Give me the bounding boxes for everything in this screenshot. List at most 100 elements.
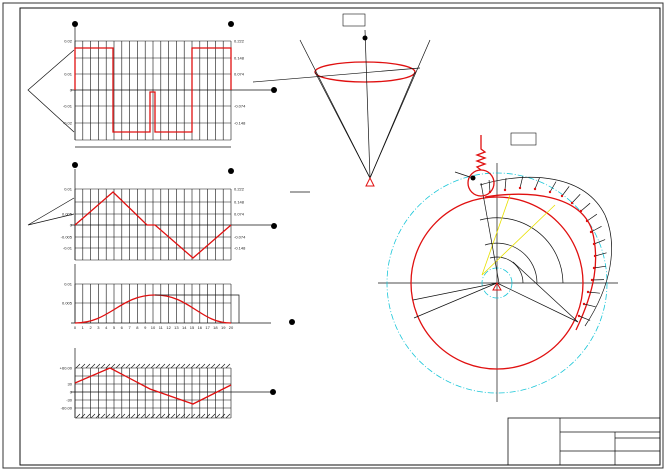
hatch	[190, 413, 196, 419]
hatch	[175, 413, 181, 419]
profile-point	[585, 219, 589, 223]
hatch	[185, 363, 191, 369]
x-tick-label: 13	[174, 325, 179, 330]
hatch	[205, 413, 211, 419]
hub-circle	[481, 267, 513, 299]
profile-point	[570, 201, 574, 205]
hatch	[135, 413, 141, 419]
hatch	[225, 413, 231, 419]
profile-point	[518, 186, 522, 190]
x-tick-label: 2	[89, 325, 92, 330]
tick-label: -60.00	[61, 406, 73, 411]
hatch	[100, 363, 106, 369]
arc	[484, 242, 538, 284]
grid	[71, 264, 271, 324]
x-tick-label: 14	[182, 325, 187, 330]
tick-label: 0.222	[234, 187, 245, 192]
x-tick-label: 3	[97, 325, 100, 330]
tick-label: 30	[68, 382, 73, 387]
hatch	[85, 363, 91, 369]
hatch	[85, 413, 91, 419]
tick-label: 0.005	[62, 301, 73, 306]
x-tick-label: 16	[198, 325, 203, 330]
profile-point	[579, 209, 583, 213]
hatch	[195, 363, 201, 369]
hatch	[125, 363, 131, 369]
hatch	[160, 363, 166, 369]
profile-point	[590, 278, 594, 282]
tick-label: -0.148	[234, 121, 246, 126]
x-tick-label: 5	[113, 325, 116, 330]
profile-normal	[586, 213, 598, 222]
tick-label: -0.074	[234, 104, 246, 109]
cam-profile	[484, 193, 597, 331]
profile-point	[586, 290, 590, 294]
acceleration-curve	[74, 47, 232, 133]
hatch	[175, 363, 181, 369]
x-tick-label: 20	[229, 325, 234, 330]
profile-normal	[504, 178, 507, 191]
hatch	[210, 363, 216, 369]
tick-label: -30	[66, 398, 73, 403]
x-tick-label: 10	[151, 325, 156, 330]
grid	[71, 169, 271, 261]
tick-label: 0.01	[64, 72, 73, 77]
base-circle-cyan	[386, 172, 608, 394]
roller-envelope	[479, 176, 612, 327]
axis-end-dot	[271, 87, 277, 93]
profile-normal	[593, 265, 606, 269]
tick-label: +60.00	[60, 366, 73, 371]
rocker-path	[314, 61, 416, 83]
hatch	[110, 363, 116, 369]
hatch	[170, 363, 176, 369]
profile-point	[577, 314, 581, 318]
pole-dot	[228, 21, 234, 27]
axis-end-dot	[289, 319, 295, 325]
acceleration-diagram	[27, 21, 277, 148]
profile-normal	[561, 186, 570, 197]
ground-pivot	[365, 176, 375, 187]
profile-normal	[519, 176, 524, 189]
axis-end-dot	[270, 389, 276, 395]
tick-label: 0	[70, 390, 73, 395]
profile-point	[589, 230, 593, 234]
velocity-diagram	[27, 162, 277, 261]
hatch	[135, 363, 141, 369]
hatch	[165, 363, 171, 369]
tick-label: 0.222	[234, 39, 245, 44]
hatch	[215, 413, 221, 419]
profile-normal	[549, 181, 557, 193]
hatch	[110, 413, 116, 419]
grid	[71, 21, 271, 141]
link-lines	[314, 71, 416, 179]
hatch	[170, 413, 176, 419]
x-tick-label: 19	[221, 325, 226, 330]
tick-label: -0.02	[63, 121, 73, 126]
projection-line	[155, 294, 240, 323]
x-tick-label: 4	[105, 325, 108, 330]
hatch	[155, 363, 161, 369]
hatch	[180, 363, 186, 369]
x-tick-label: 15	[190, 325, 195, 330]
hatch	[130, 363, 136, 369]
hatch	[150, 363, 156, 369]
hatch	[115, 363, 121, 369]
hatch	[195, 413, 201, 419]
hatch	[140, 413, 146, 419]
tick-label: 0.005	[62, 212, 73, 217]
hatch	[75, 413, 81, 419]
tick-label: 0.01	[64, 187, 73, 192]
hatch	[105, 413, 111, 419]
x-tick-label: 1	[82, 325, 85, 330]
profile-normal	[534, 177, 540, 190]
hatch	[115, 413, 121, 419]
profile-normal	[594, 252, 607, 257]
profile-normal	[583, 303, 596, 308]
hatch	[95, 413, 101, 419]
hatch	[165, 413, 171, 419]
hatch	[215, 363, 221, 369]
pole-dot	[72, 162, 78, 168]
arc	[489, 256, 524, 284]
pole-dot	[228, 168, 234, 174]
pressure-angle-curve	[74, 367, 232, 405]
